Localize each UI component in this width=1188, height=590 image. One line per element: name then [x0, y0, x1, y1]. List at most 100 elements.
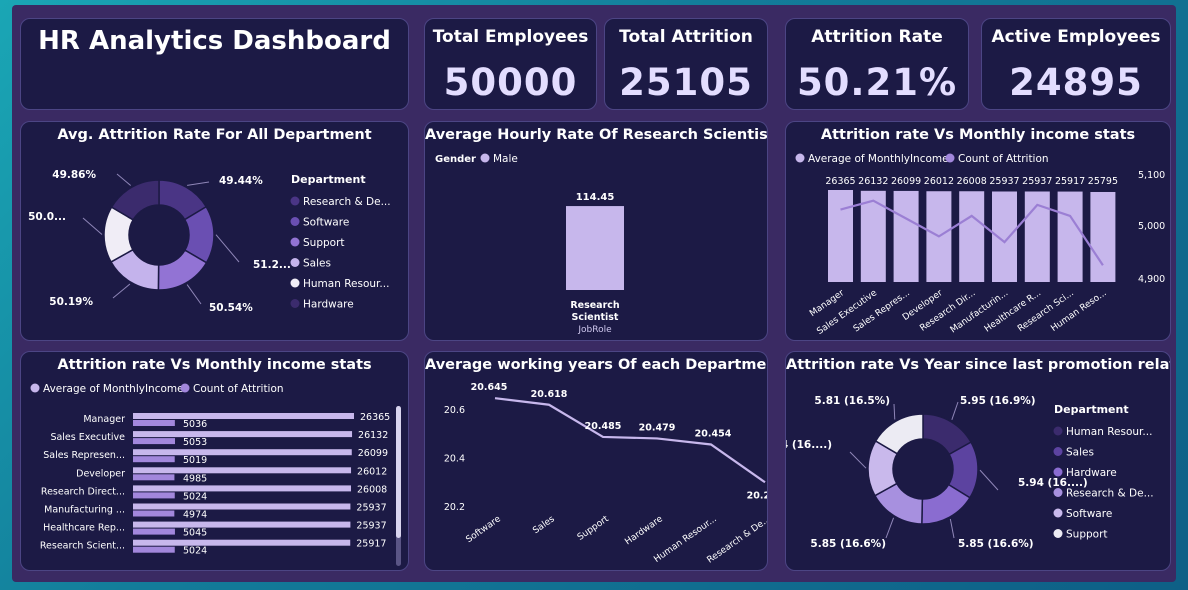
legend-label: Count of Attrition	[193, 383, 284, 395]
income-bar	[133, 456, 175, 463]
column-bar	[992, 191, 1017, 282]
legend-marker	[290, 237, 300, 247]
legend-label: Average of MonthlyIncome	[43, 383, 184, 395]
legend-marker	[480, 153, 490, 163]
x-axis-label: JobRole	[577, 325, 612, 335]
data-label: 20.479	[639, 422, 676, 433]
data-label: 26012	[357, 466, 387, 477]
leader-line	[885, 517, 895, 539]
legend-marker	[290, 217, 300, 226]
x-tick-label: Software	[464, 514, 503, 545]
slice-label: 5.94 (16....)	[1018, 477, 1088, 489]
chart-card-income-bars[interactable]: Attrition rate Vs Monthly income stats A…	[20, 351, 409, 571]
x-tick-label: Human Reso...	[1049, 288, 1108, 334]
kpi-active-employees[interactable]: Active Employees 24895	[981, 18, 1171, 110]
data-label: 26132	[858, 176, 888, 187]
data-label: 26132	[358, 430, 388, 441]
leader-line	[849, 451, 867, 469]
legend-marker	[1053, 508, 1063, 518]
slice-label: 5.85 (16.6%)	[810, 538, 886, 550]
legend-label: Hardware	[1066, 467, 1117, 479]
chart-card-promotion[interactable]: Attrition rate Vs Year since last promot…	[785, 351, 1171, 571]
legend-marker	[1053, 467, 1063, 477]
data-label: 5045	[183, 528, 207, 539]
y2-tick-label: 4,900	[1138, 274, 1165, 285]
count-bar	[133, 521, 351, 528]
data-label: 26008	[957, 176, 987, 187]
legend-marker	[180, 383, 190, 393]
data-label: 25937	[356, 503, 386, 514]
slice-label: 5.85 (16.6%)	[958, 538, 1034, 550]
slice-label: 50.54%	[209, 302, 253, 314]
data-label: 26099	[891, 176, 921, 187]
chart-card-dept-attrition[interactable]: Avg. Attrition Rate For All Department 4…	[20, 121, 409, 341]
data-label: 4974	[183, 510, 207, 521]
slice-label: 5.84 (16....)	[786, 439, 832, 451]
legend-label: Software	[303, 217, 349, 229]
chart-title: Attrition rate Vs Monthly income stats	[57, 357, 372, 373]
legend-label: Human Resour...	[1066, 426, 1152, 438]
column-bar	[828, 190, 853, 282]
y-tick-label: Sales Represen...	[43, 450, 125, 461]
column-bar	[959, 191, 985, 282]
y-tick-label: Manufacturing ...	[44, 505, 125, 516]
y-tick-label: 20.4	[444, 454, 465, 465]
chart-card-working-years[interactable]: Average working years Of each Department…	[424, 351, 768, 571]
income-bar	[133, 492, 175, 499]
slice-label: 50.0...	[28, 211, 66, 223]
count-bar	[133, 503, 351, 510]
legend-marker	[290, 299, 300, 308]
legend-marker	[1053, 488, 1063, 497]
leader-line	[893, 403, 896, 420]
y2-tick-label: 5,000	[1138, 221, 1165, 232]
kpi-title: Attrition Rate	[811, 27, 943, 47]
donut-slice	[110, 179, 160, 221]
x-tick-label: Hardware	[623, 514, 665, 547]
kpi-attrition-rate[interactable]: Attrition Rate 50.21%	[785, 18, 969, 110]
title-card: HR Analytics Dashboard	[20, 18, 409, 110]
chart-card-income-columns[interactable]: Attrition rate Vs Monthly income stats A…	[785, 121, 1171, 341]
kpi-total-employees[interactable]: Total Employees 50000	[424, 18, 597, 110]
leader-line	[186, 284, 202, 305]
data-label: 114.45	[576, 192, 615, 203]
bar-chart-income-horizontal: Average of MonthlyIncome Count of Attriti…	[30, 383, 401, 566]
combo-chart-income-columns: Average of MonthlyIncome Count of Attriti…	[795, 153, 1165, 337]
kpi-total-attrition[interactable]: Total Attrition 25105	[604, 18, 768, 110]
data-label: 25795	[1088, 176, 1118, 187]
kpi-title: Total Employees	[432, 27, 589, 47]
kpi-value: 24895	[1009, 61, 1143, 104]
chart-title: Avg. Attrition Rate For All Department	[57, 127, 372, 143]
count-bar	[133, 485, 352, 492]
y-tick-label: 20.6	[444, 405, 465, 416]
kpi-value: 50000	[443, 61, 578, 104]
y-tick-label: Research Direct...	[41, 486, 125, 497]
dashboard-title: HR Analytics Dashboard	[38, 26, 391, 56]
x-tick-label: Research Sci...	[1016, 288, 1076, 334]
legend-label: Support	[303, 237, 345, 249]
scrollbar-thumb[interactable]	[396, 406, 401, 538]
y-tick-label: Developer	[76, 468, 125, 479]
income-line	[840, 199, 1104, 266]
legend-label: Sales	[1066, 447, 1094, 459]
kpi-title: Total Attrition	[619, 27, 753, 47]
kpi-value: 50.21%	[796, 61, 958, 104]
slice-label: 49.86%	[52, 169, 96, 181]
legend-title: Gender	[435, 154, 476, 165]
bar	[566, 206, 624, 290]
leader-line	[215, 234, 240, 263]
x-tick-label: Research	[570, 300, 620, 311]
data-label: 26365	[825, 176, 855, 187]
legend-marker	[1053, 529, 1063, 538]
chart-card-hourly-rate[interactable]: Average Hourly Rate Of Research Scientis…	[424, 121, 768, 341]
line-chart-working-years: 20.6 20.4 20.2 20.645 Software 20.618 Sales 20.…	[444, 382, 767, 565]
x-tick-label: Sales Repres...	[852, 288, 912, 334]
legend-label: Research & De...	[303, 196, 391, 208]
leader-line	[112, 283, 131, 299]
data-label: 25937	[356, 521, 386, 532]
legend-label: Sales	[303, 258, 331, 270]
data-label: 4985	[183, 473, 207, 484]
data-label: 5053	[183, 437, 207, 448]
leader-line	[951, 401, 959, 420]
leader-line	[979, 469, 999, 491]
legend-marker	[1053, 447, 1063, 456]
